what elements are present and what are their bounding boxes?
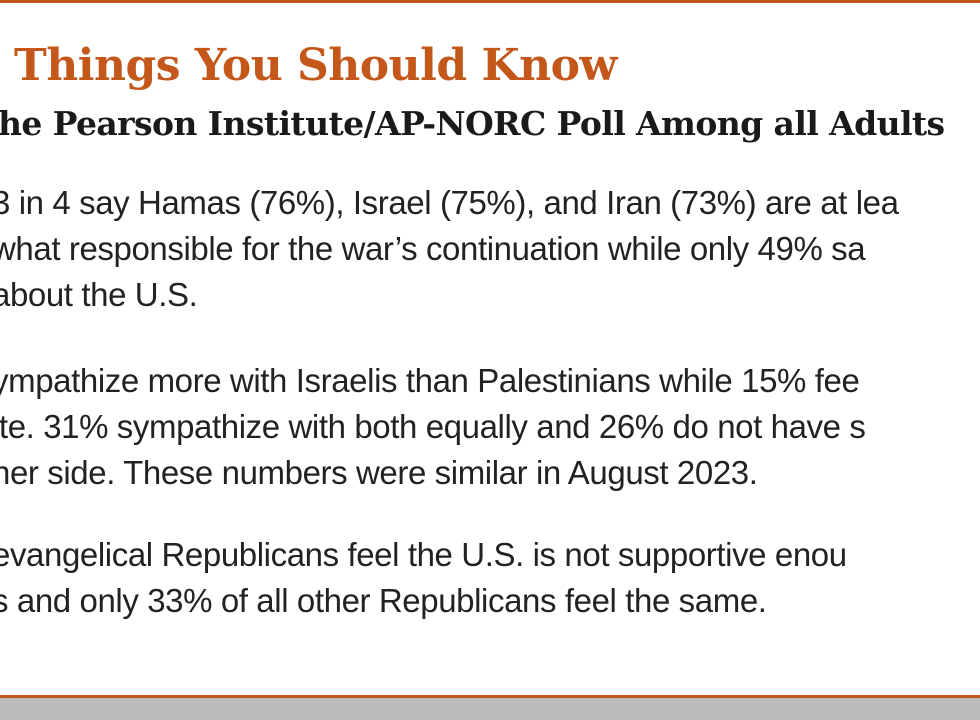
finding-item: evangelical Republicans feel the U.S. is… bbox=[0, 532, 847, 624]
finding-line: about the U.S. bbox=[0, 276, 198, 313]
bottom-divider bbox=[0, 695, 980, 698]
finding-line: ite. 31% sympathize with both equally an… bbox=[0, 408, 866, 445]
finding-item: ympathize more with Israelis than Palest… bbox=[0, 358, 866, 496]
finding-item: 3 in 4 say Hamas (76%), Israel (75%), an… bbox=[0, 180, 899, 318]
slide-subtitle: he Pearson Institute/AP-NORC Poll Among … bbox=[0, 104, 945, 143]
footer-band bbox=[0, 698, 980, 720]
finding-line: her side. These numbers were similar in … bbox=[0, 454, 758, 491]
top-divider bbox=[0, 0, 980, 3]
finding-line: ympathize more with Israelis than Palest… bbox=[0, 362, 860, 399]
finding-line: 3 in 4 say Hamas (76%), Israel (75%), an… bbox=[0, 184, 899, 221]
finding-line: s and only 33% of all other Republicans … bbox=[0, 582, 767, 619]
finding-line: evangelical Republicans feel the U.S. is… bbox=[0, 536, 847, 573]
slide-title: Things You Should Know bbox=[14, 40, 617, 91]
finding-line: what responsible for the war’s continuat… bbox=[0, 230, 866, 267]
